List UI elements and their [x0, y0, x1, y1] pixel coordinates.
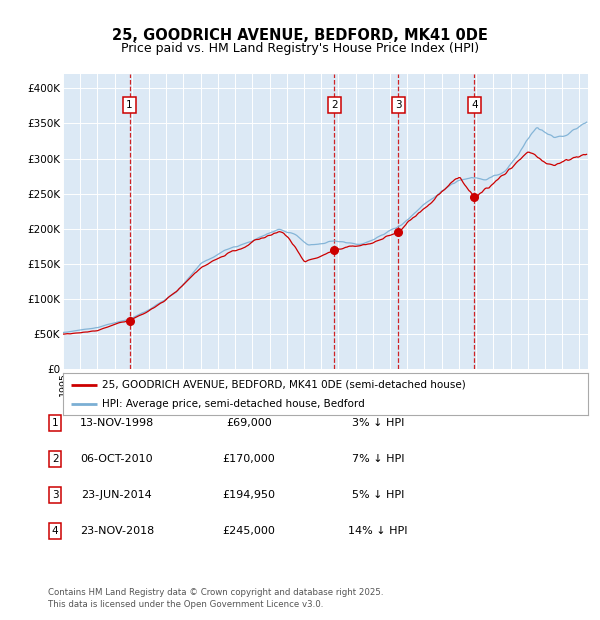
Text: 25, GOODRICH AVENUE, BEDFORD, MK41 0DE: 25, GOODRICH AVENUE, BEDFORD, MK41 0DE — [112, 29, 488, 43]
Text: £245,000: £245,000 — [223, 526, 275, 536]
Text: £194,950: £194,950 — [223, 490, 275, 500]
Text: 06-OCT-2010: 06-OCT-2010 — [80, 454, 154, 464]
Text: 23-NOV-2018: 23-NOV-2018 — [80, 526, 154, 536]
Text: 1: 1 — [127, 100, 133, 110]
Text: 5% ↓ HPI: 5% ↓ HPI — [352, 490, 404, 500]
Text: 4: 4 — [471, 100, 478, 110]
Text: £69,000: £69,000 — [226, 418, 272, 428]
Text: £170,000: £170,000 — [223, 454, 275, 464]
Text: 13-NOV-1998: 13-NOV-1998 — [80, 418, 154, 428]
Text: 14% ↓ HPI: 14% ↓ HPI — [348, 526, 408, 536]
Text: 1: 1 — [52, 418, 59, 428]
Text: Contains HM Land Registry data © Crown copyright and database right 2025.
This d: Contains HM Land Registry data © Crown c… — [48, 588, 383, 609]
Text: 23-JUN-2014: 23-JUN-2014 — [82, 490, 152, 500]
Text: Price paid vs. HM Land Registry's House Price Index (HPI): Price paid vs. HM Land Registry's House … — [121, 42, 479, 55]
Text: 3: 3 — [395, 100, 401, 110]
Text: 25, GOODRICH AVENUE, BEDFORD, MK41 0DE (semi-detached house): 25, GOODRICH AVENUE, BEDFORD, MK41 0DE (… — [103, 379, 466, 389]
Text: 2: 2 — [331, 100, 338, 110]
Text: 7% ↓ HPI: 7% ↓ HPI — [352, 454, 404, 464]
Text: HPI: Average price, semi-detached house, Bedford: HPI: Average price, semi-detached house,… — [103, 399, 365, 409]
Text: 4: 4 — [52, 526, 59, 536]
Text: 3: 3 — [52, 490, 59, 500]
Text: 2: 2 — [52, 454, 59, 464]
Text: 3% ↓ HPI: 3% ↓ HPI — [352, 418, 404, 428]
